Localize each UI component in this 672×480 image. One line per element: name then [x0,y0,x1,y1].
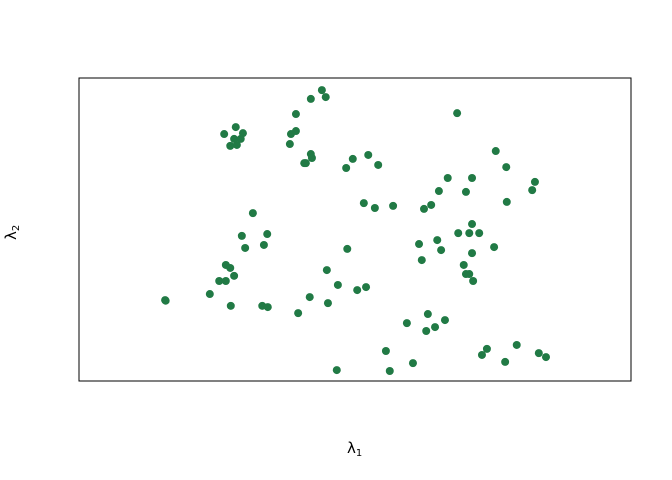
data-point [342,163,351,172]
data-point [221,277,230,286]
data-point [431,323,440,332]
data-point [502,197,511,206]
data-point [348,154,357,163]
data-point [231,123,240,132]
data-point [454,229,463,238]
data-point [364,150,373,159]
data-point [468,220,477,229]
data-point [232,140,241,149]
data-point [468,173,477,182]
plot-frame [78,77,632,382]
data-point [263,230,272,239]
data-point [241,243,250,252]
data-point [490,243,499,252]
data-point [322,266,331,275]
data-point [423,310,432,319]
data-point [381,347,390,356]
data-point [259,240,268,249]
data-point [226,141,235,150]
data-point [491,147,500,156]
data-point [408,359,417,368]
data-point [402,319,411,328]
data-point [307,153,316,162]
data-point [501,357,510,366]
data-point [443,173,452,182]
data-point [359,199,368,208]
data-point [465,229,474,238]
data-point [530,177,539,186]
data-point [333,280,342,289]
data-point [263,303,272,312]
data-point [226,263,235,272]
data-point [427,200,436,209]
data-point [465,270,474,279]
data-point [440,316,449,325]
data-point [385,367,394,376]
data-point [226,301,235,310]
data-point [541,353,550,362]
data-point [534,349,543,358]
data-point [291,127,300,136]
data-point [422,327,431,336]
data-point [230,271,239,280]
data-point [417,256,426,265]
data-point [433,236,442,245]
data-point [230,134,239,143]
data-point [237,231,246,240]
data-point [453,109,462,118]
data-point [362,283,371,292]
data-point [205,290,214,299]
data-point [332,366,341,375]
data-point [415,240,424,249]
x-axis-label: λ1 [347,439,362,459]
data-point [374,160,383,169]
data-point [323,299,332,308]
data-point [477,350,486,359]
data-point [317,86,326,95]
data-point [370,203,379,212]
data-point [469,277,478,286]
data-point [528,186,537,195]
data-point [291,110,300,119]
data-point [220,130,229,139]
data-point [248,209,257,218]
data-point [475,229,484,238]
data-point [300,159,309,168]
y-axis-label: λ2 [2,225,22,240]
data-point [482,344,491,353]
data-point [353,286,362,295]
data-point [236,134,245,143]
data-point [306,94,315,103]
data-point [459,260,468,269]
data-point [285,140,294,149]
data-point [468,249,477,258]
data-point [161,296,170,305]
data-point [437,246,446,255]
data-point [389,201,398,210]
data-point [343,244,352,253]
data-point [420,204,428,213]
data-point [434,187,443,196]
data-point [512,340,521,349]
data-point [502,163,511,172]
points-layer [161,86,550,376]
data-point [215,277,224,286]
data-point [294,309,303,318]
data-point [461,187,470,196]
data-point [321,93,330,102]
data-point [305,293,314,302]
